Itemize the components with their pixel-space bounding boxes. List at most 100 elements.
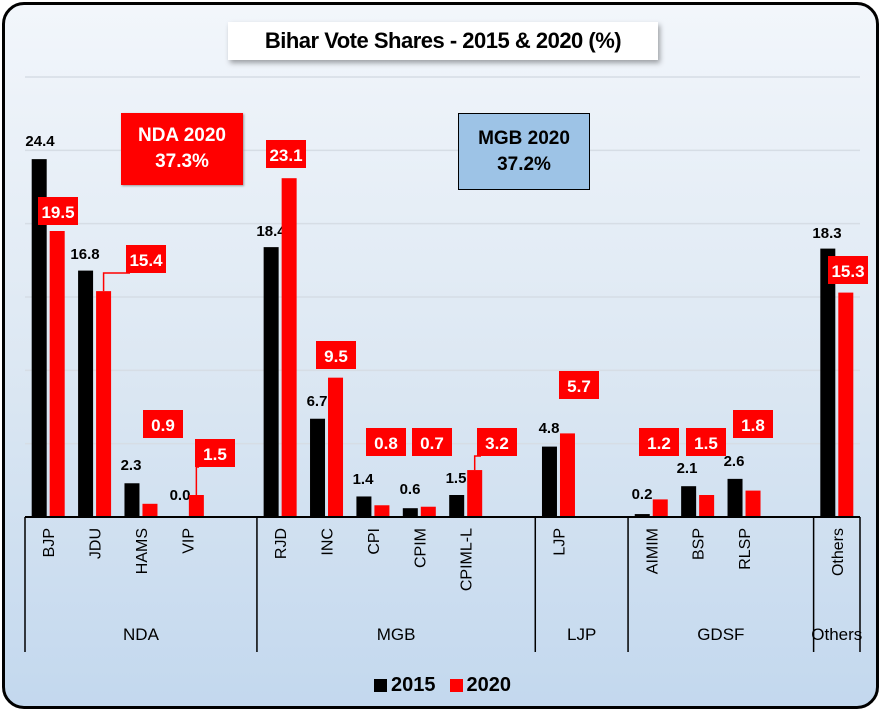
data-label-2015-HAMS: 2.3 bbox=[121, 457, 142, 474]
legend-item-2015: 2015 bbox=[374, 674, 436, 697]
data-label-2020-LJP: 5.7 bbox=[567, 377, 591, 396]
bar-2020-HAMS bbox=[142, 503, 158, 517]
data-label-box-2020-VIP bbox=[195, 439, 235, 467]
bar-2015-CPI bbox=[356, 496, 372, 517]
data-label-box-2020-INC bbox=[316, 341, 356, 369]
bar-2015-AIMIM bbox=[634, 514, 650, 517]
bar-2020-LJP bbox=[559, 433, 575, 517]
data-label-2020-BSP: 1.5 bbox=[694, 434, 718, 453]
nda-2020-annotation: NDA 2020 37.3% bbox=[121, 113, 243, 185]
data-label-2020-AIMIM: 1.2 bbox=[647, 434, 671, 453]
data-label-2020-RJD: 23.1 bbox=[269, 146, 302, 165]
data-label-box-2020-Others bbox=[828, 256, 868, 284]
data-label-2015-BSP: 2.1 bbox=[677, 460, 698, 477]
bar-2015-RLSP bbox=[727, 478, 743, 517]
data-label-2015-CPIML-L: 1.5 bbox=[446, 470, 467, 487]
data-label-2020-RLSP: 1.8 bbox=[741, 416, 765, 435]
leader-line-JDU bbox=[102, 272, 130, 292]
chart-title: Bihar Vote Shares - 2015 & 2020 (%) bbox=[228, 22, 658, 60]
legend-label-2015: 2015 bbox=[391, 674, 436, 696]
data-label-box-2020-JDU bbox=[126, 245, 166, 273]
data-label-2020-HAMS: 0.9 bbox=[151, 416, 175, 435]
bar-2020-AIMIM bbox=[652, 499, 668, 517]
mgb-annotation-value: 37.2% bbox=[497, 153, 551, 175]
category-label-HAMS: HAMS bbox=[134, 528, 151, 574]
category-label-LJP: LJP bbox=[551, 528, 568, 556]
category-label-INC: INC bbox=[320, 528, 337, 556]
data-label-2015-CPIM: 0.6 bbox=[400, 481, 421, 498]
bar-2015-HAMS bbox=[124, 483, 140, 517]
data-label-box-2020-CPIM bbox=[412, 428, 452, 456]
data-label-box-2020-CPIML-L bbox=[477, 428, 517, 456]
mgb-annotation-title: MGB 2020 bbox=[478, 127, 570, 149]
bar-2020-JDU bbox=[96, 291, 112, 517]
data-label-2020-CPIM: 0.7 bbox=[420, 434, 444, 453]
bar-2015-CPIML-L bbox=[449, 495, 465, 517]
bar-2015-JDU bbox=[78, 270, 94, 517]
bar-2015-RJD bbox=[263, 247, 279, 517]
data-label-2015-INC: 6.7 bbox=[307, 393, 328, 410]
bar-2020-Others bbox=[838, 292, 854, 517]
bar-2020-CPI bbox=[374, 505, 390, 517]
data-label-2015-RJD: 18.4 bbox=[256, 223, 286, 240]
data-label-2015-AIMIM: 0.2 bbox=[632, 486, 653, 503]
data-label-2015-BJP: 24.4 bbox=[25, 133, 55, 150]
bar-2020-RJD bbox=[281, 178, 297, 517]
bar-2020-BSP bbox=[699, 495, 715, 517]
data-label-box-2020-LJP bbox=[559, 371, 599, 399]
category-label-JDU: JDU bbox=[88, 528, 105, 559]
bar-2015-BJP bbox=[31, 159, 47, 517]
data-label-box-2020-CPI bbox=[366, 428, 406, 456]
group-label-GDSF: GDSF bbox=[697, 625, 744, 644]
data-label-box-2020-BJP bbox=[38, 197, 78, 225]
data-label-2015-VIP: 0.0 bbox=[170, 487, 191, 504]
group-label-LJP: LJP bbox=[567, 625, 596, 644]
data-label-box-2020-HAMS bbox=[143, 410, 183, 438]
category-label-RLSP: RLSP bbox=[737, 528, 754, 570]
data-label-2020-INC: 9.5 bbox=[324, 347, 348, 366]
data-label-2015-RLSP: 2.6 bbox=[724, 453, 745, 470]
nda-annotation-value: 37.3% bbox=[155, 151, 209, 172]
legend: 2015 2020 bbox=[0, 674, 885, 697]
bar-2015-INC bbox=[310, 418, 326, 517]
group-label-MGB: MGB bbox=[377, 625, 416, 644]
data-label-2020-CPIML-L: 3.2 bbox=[485, 434, 509, 453]
category-label-CPIM: CPIM bbox=[412, 528, 429, 568]
bar-2020-INC bbox=[328, 377, 344, 517]
bar-2020-CPIM bbox=[420, 506, 436, 517]
bar-2015-LJP bbox=[541, 446, 557, 517]
bar-2020-RLSP bbox=[745, 490, 761, 517]
data-label-box-2020-RJD bbox=[266, 140, 306, 168]
bar-2020-BJP bbox=[49, 231, 65, 517]
data-label-2015-JDU: 16.8 bbox=[70, 246, 99, 263]
group-label-NDA: NDA bbox=[123, 625, 160, 644]
data-label-2020-BJP: 19.5 bbox=[41, 203, 74, 222]
category-label-CPIML-L: CPIML-L bbox=[459, 528, 476, 591]
legend-label-2020: 2020 bbox=[466, 674, 512, 696]
category-label-RJD: RJD bbox=[273, 528, 290, 559]
bar-2020-VIP bbox=[188, 495, 204, 517]
category-label-Others: Others bbox=[830, 528, 847, 576]
bar-2015-CPIM bbox=[402, 508, 418, 517]
category-label-VIP: VIP bbox=[180, 528, 197, 554]
leader-line-CPIML-L bbox=[473, 455, 481, 471]
data-label-2015-LJP: 4.8 bbox=[539, 420, 560, 437]
category-label-CPI: CPI bbox=[366, 528, 383, 555]
leader-line-VIP bbox=[195, 466, 199, 495]
category-label-AIMIM: AIMIM bbox=[644, 528, 661, 574]
legend-item-2020: 2020 bbox=[449, 674, 512, 697]
category-label-BJP: BJP bbox=[41, 528, 58, 557]
data-label-box-2020-RLSP bbox=[733, 410, 773, 438]
data-label-2020-VIP: 1.5 bbox=[203, 445, 227, 464]
bar-2015-BSP bbox=[681, 486, 697, 517]
data-label-box-2020-BSP bbox=[686, 428, 726, 456]
legend-swatch-2020 bbox=[449, 679, 463, 692]
data-label-2020-Others: 15.3 bbox=[831, 262, 864, 281]
legend-swatch-2015 bbox=[374, 679, 387, 692]
bar-2015-Others bbox=[820, 248, 836, 517]
mgb-2020-annotation: MGB 2020 37.2% bbox=[458, 113, 590, 190]
data-label-2015-CPI: 1.4 bbox=[353, 471, 375, 488]
data-label-2020-JDU: 15.4 bbox=[129, 251, 163, 270]
bar-2020-CPIML-L bbox=[467, 470, 483, 517]
